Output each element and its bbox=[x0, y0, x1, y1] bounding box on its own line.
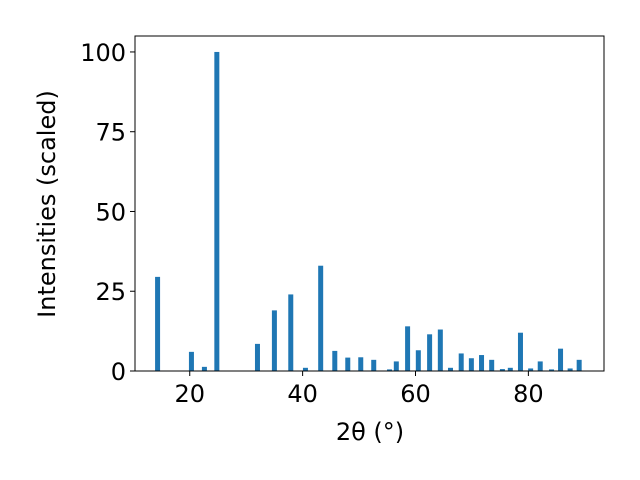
bar bbox=[393, 361, 399, 371]
bar bbox=[528, 368, 534, 371]
y-tick-label: 75 bbox=[95, 119, 126, 147]
bar bbox=[155, 276, 161, 371]
bar bbox=[468, 358, 474, 371]
bar bbox=[427, 334, 433, 371]
x-tick-label: 80 bbox=[513, 380, 544, 408]
y-tick-label: 50 bbox=[95, 198, 126, 226]
bar bbox=[558, 348, 564, 371]
bar bbox=[201, 366, 207, 371]
x-tick-label: 20 bbox=[174, 380, 205, 408]
bar bbox=[214, 51, 220, 371]
bar bbox=[302, 367, 308, 371]
x-tick-label: 60 bbox=[400, 380, 431, 408]
bar bbox=[447, 367, 453, 371]
bar bbox=[576, 359, 582, 371]
bar bbox=[288, 294, 294, 371]
bar bbox=[507, 367, 513, 371]
bar bbox=[405, 326, 411, 371]
bar bbox=[437, 329, 443, 371]
bar bbox=[415, 350, 421, 371]
bar bbox=[489, 359, 495, 371]
y-tick-label: 25 bbox=[95, 278, 126, 306]
axes-frame bbox=[134, 35, 605, 372]
plot-area bbox=[135, 36, 604, 371]
x-tick-label: 40 bbox=[287, 380, 318, 408]
bar bbox=[188, 351, 194, 371]
y-axis-label: Intensities (scaled) bbox=[33, 90, 61, 318]
bar bbox=[318, 265, 324, 371]
bar bbox=[567, 368, 573, 371]
bar bbox=[358, 357, 364, 371]
y-tick-label: 100 bbox=[80, 39, 126, 67]
bar bbox=[549, 369, 555, 371]
bar bbox=[271, 310, 277, 371]
bar bbox=[332, 350, 338, 371]
bar bbox=[458, 353, 464, 371]
bar bbox=[387, 369, 393, 371]
bar bbox=[479, 355, 485, 371]
bar bbox=[537, 361, 543, 371]
bar bbox=[345, 357, 351, 371]
bar bbox=[499, 369, 505, 371]
bar bbox=[517, 332, 523, 371]
bar bbox=[371, 359, 377, 371]
bar bbox=[254, 343, 260, 371]
x-axis-label: 2θ (°) bbox=[336, 418, 404, 446]
y-tick-label: 0 bbox=[111, 358, 126, 386]
